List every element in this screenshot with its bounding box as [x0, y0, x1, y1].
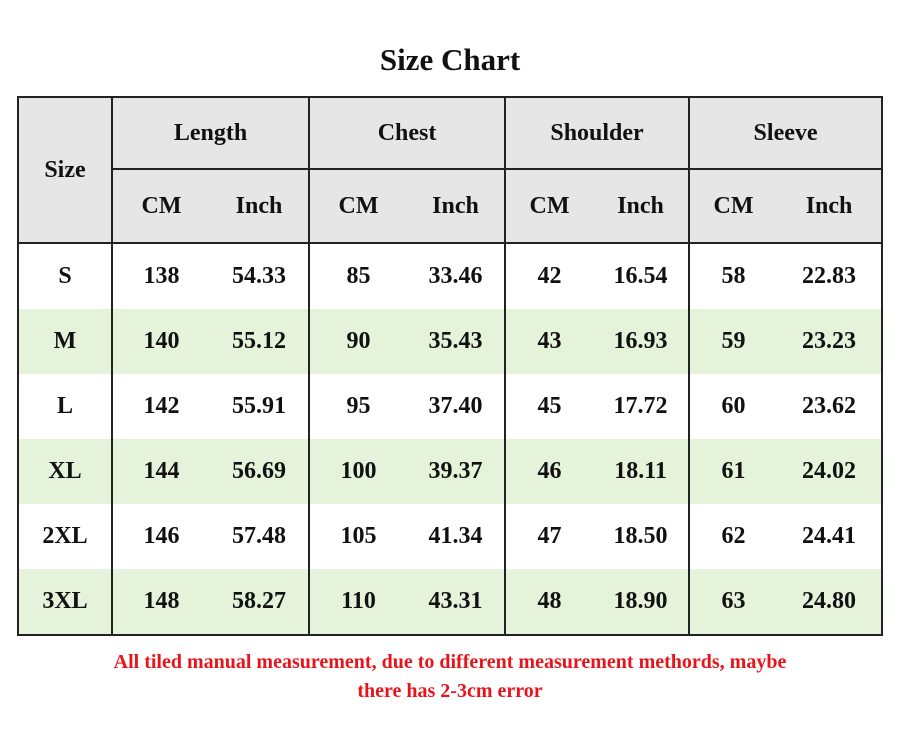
- sleeve-cm-cell: 58: [688, 243, 778, 309]
- length-inch-header: Inch: [210, 169, 310, 244]
- chest-cm-header: CM: [308, 169, 408, 244]
- table-row: 2XL 146 57.48 105 41.34 47 18.50 62 24.4…: [18, 504, 883, 569]
- size-cell: S: [18, 243, 112, 309]
- note-line-2: there has 2-3cm error: [357, 680, 543, 702]
- length-cm-cell: 138: [111, 243, 210, 309]
- length-inch-cell: 58.27: [210, 569, 310, 635]
- shoulder-inch-cell: 16.93: [593, 309, 690, 374]
- chest-inch-cell: 33.46: [407, 243, 506, 309]
- sleeve-inch-cell: 22.83: [777, 243, 883, 309]
- shoulder-inch-cell: 18.50: [593, 504, 690, 569]
- sleeve-inch-cell: 24.80: [777, 569, 883, 635]
- sleeve-inch-cell: 24.02: [777, 439, 883, 504]
- sleeve-inch-cell: 23.62: [777, 374, 883, 439]
- sleeve-cm-cell: 63: [688, 569, 778, 635]
- chest-cm-cell: 90: [308, 309, 408, 374]
- size-cell: L: [18, 374, 112, 439]
- length-inch-cell: 55.12: [210, 309, 310, 374]
- length-cm-cell: 144: [111, 439, 210, 504]
- shoulder-cm-cell: 46: [504, 439, 594, 504]
- length-cm-cell: 146: [111, 504, 210, 569]
- chart-title: Size Chart: [379, 42, 521, 77]
- chest-inch-cell: 41.34: [407, 504, 506, 569]
- table-row: M 140 55.12 90 35.43 43 16.93 59 23.23: [18, 309, 883, 374]
- table-row: XL 144 56.69 100 39.37 46 18.11 61 24.02: [18, 439, 883, 504]
- sleeve-cm-cell: 61: [688, 439, 778, 504]
- size-cell: 2XL: [18, 504, 112, 569]
- shoulder-header: Shoulder: [504, 97, 690, 170]
- size-cell: XL: [18, 439, 112, 504]
- shoulder-cm-cell: 42: [504, 243, 594, 309]
- size-table: Size Length Chest Shoulder Sleeve CM Inc…: [17, 96, 884, 636]
- sleeve-cm-header: CM: [688, 169, 778, 244]
- sleeve-inch-cell: 24.41: [777, 504, 883, 569]
- chest-cm-cell: 95: [308, 374, 408, 439]
- sleeve-cm-cell: 59: [688, 309, 778, 374]
- shoulder-inch-cell: 17.72: [593, 374, 690, 439]
- chest-cm-cell: 85: [308, 243, 408, 309]
- size-header: Size: [18, 97, 112, 244]
- chest-inch-cell: 39.37: [407, 439, 506, 504]
- shoulder-cm-cell: 45: [504, 374, 594, 439]
- chest-cm-cell: 110: [308, 569, 408, 635]
- size-cell: M: [18, 309, 112, 374]
- length-header: Length: [110, 97, 310, 170]
- table-row: 3XL 148 58.27 110 43.31 48 18.90 63 24.8…: [18, 569, 883, 635]
- chest-inch-header: Inch: [407, 169, 506, 244]
- length-cm-cell: 148: [111, 569, 210, 635]
- shoulder-inch-cell: 16.54: [593, 243, 690, 309]
- chest-header: Chest: [308, 97, 506, 170]
- length-inch-cell: 54.33: [210, 243, 310, 309]
- sleeve-cm-cell: 60: [688, 374, 778, 439]
- chest-inch-cell: 35.43: [407, 309, 506, 374]
- table-row: L 142 55.91 95 37.40 45 17.72 60 23.62: [18, 374, 883, 439]
- chest-cm-cell: 105: [308, 504, 408, 569]
- sleeve-header: Sleeve: [688, 97, 883, 170]
- sleeve-inch-header: Inch: [777, 169, 883, 244]
- shoulder-cm-cell: 47: [504, 504, 594, 569]
- shoulder-inch-header: Inch: [593, 169, 690, 244]
- length-cm-cell: 140: [111, 309, 210, 374]
- table-row: S 138 54.33 85 33.46 42 16.54 58 22.83: [18, 243, 883, 309]
- length-inch-cell: 56.69: [210, 439, 310, 504]
- shoulder-cm-cell: 48: [504, 569, 594, 635]
- note-line-1: All tiled manual measurement, due to dif…: [113, 651, 787, 673]
- chest-inch-cell: 37.40: [407, 374, 506, 439]
- length-cm-header: CM: [111, 169, 210, 244]
- length-inch-cell: 57.48: [210, 504, 310, 569]
- shoulder-cm-cell: 43: [504, 309, 594, 374]
- length-inch-cell: 55.91: [210, 374, 310, 439]
- shoulder-inch-cell: 18.11: [593, 439, 690, 504]
- size-cell: 3XL: [18, 569, 112, 635]
- sleeve-cm-cell: 62: [688, 504, 778, 569]
- chest-inch-cell: 43.31: [407, 569, 506, 635]
- sleeve-inch-cell: 23.23: [777, 309, 883, 374]
- shoulder-inch-cell: 18.90: [593, 569, 690, 635]
- length-cm-cell: 142: [111, 374, 210, 439]
- measurement-note: All tiled manual measurement, due to dif…: [0, 648, 900, 706]
- chest-cm-cell: 100: [308, 439, 408, 504]
- shoulder-cm-header: CM: [504, 169, 594, 244]
